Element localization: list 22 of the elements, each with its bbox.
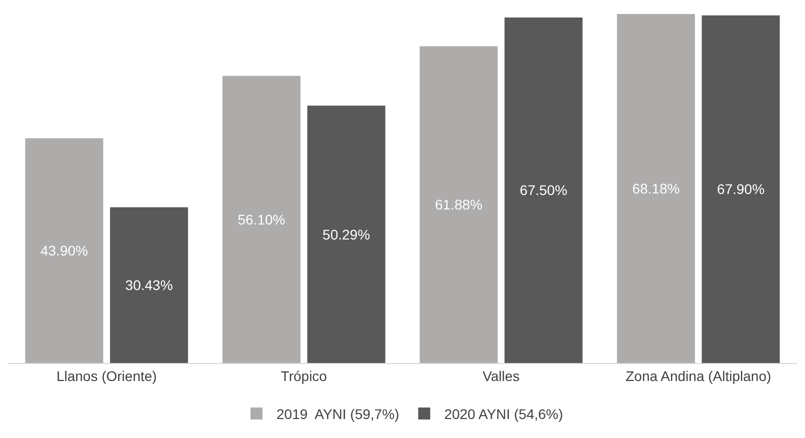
x-tick-label: Valles — [482, 368, 520, 384]
data-label: 56.10% — [238, 211, 286, 228]
bar — [25, 138, 104, 363]
bar — [420, 46, 498, 363]
bar — [702, 15, 780, 363]
bar — [504, 17, 583, 363]
data-label: 50.29% — [322, 226, 370, 242]
data-label: 67.90% — [717, 181, 765, 198]
data-label: 61.88% — [434, 196, 482, 213]
legend-label: 2020 AYNI (54,6%) — [444, 406, 564, 422]
data-label: 30.43% — [125, 277, 173, 294]
x-tick-label: Zona Andina (Altiplano) — [626, 368, 772, 384]
bar — [222, 76, 300, 363]
data-label: 67.50% — [520, 182, 568, 198]
data-label: 68.18% — [632, 180, 680, 196]
x-tick-label: Llanos (Oriente) — [56, 368, 157, 384]
x-tick-label: Trópico — [280, 368, 328, 384]
bar — [616, 14, 695, 363]
bar — [307, 106, 386, 363]
bar — [110, 207, 188, 363]
data-label: 43.90% — [40, 242, 88, 259]
legend-label: 2019 AYNI (59,7%) — [276, 406, 400, 422]
